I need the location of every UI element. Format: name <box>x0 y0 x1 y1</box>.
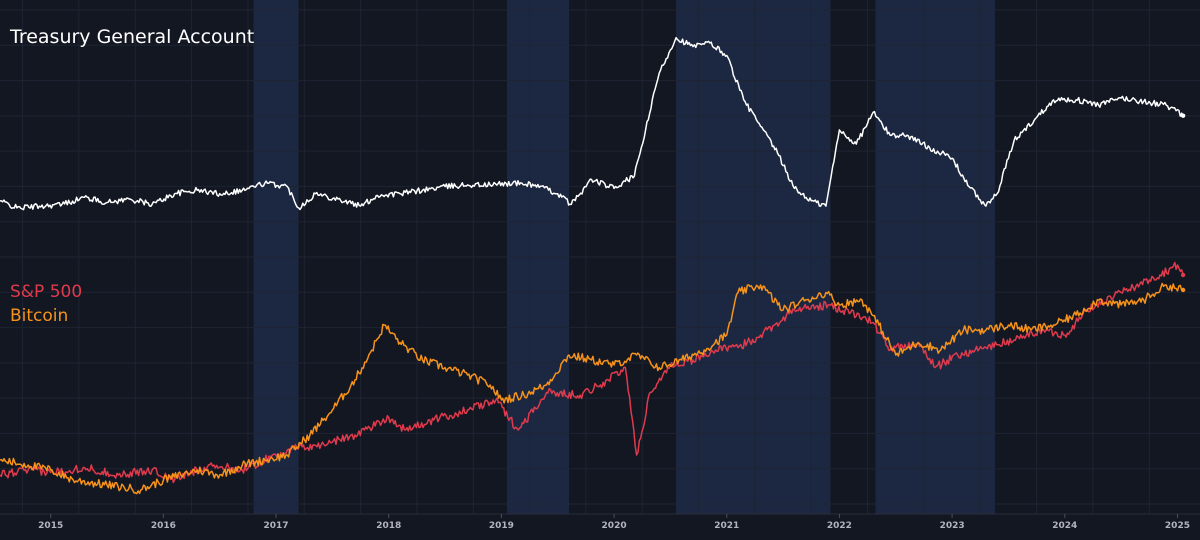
series-end-dot <box>1180 113 1186 118</box>
x-tick-label: 2025 <box>1165 521 1190 531</box>
series-end-dot <box>1180 272 1186 278</box>
x-tick-label: 2021 <box>714 521 739 531</box>
legend-entry-bitcoin: Bitcoin <box>10 306 69 326</box>
x-tick-label: 2016 <box>151 521 176 531</box>
x-tick-label: 2017 <box>264 521 289 531</box>
series-line-treasury-general-account <box>0 36 1184 211</box>
x-axis-band <box>0 514 1200 540</box>
x-axis: 2015 2016 2017 2018 2019 2020 2021 2022 2023 2024… <box>0 513 1200 540</box>
x-tick-label: 2024 <box>1052 521 1077 531</box>
series-lines <box>0 36 1186 495</box>
x-tick-label: 2020 <box>602 521 627 531</box>
x-tick-label: 2022 <box>827 521 852 531</box>
legend: S&P 500 Bitcoin <box>10 280 82 328</box>
x-tick-label: 2015 <box>38 521 63 531</box>
chart-title: Treasury General Account <box>10 26 255 48</box>
x-tick-label: 2023 <box>940 521 965 531</box>
series-end-dot <box>1180 287 1186 293</box>
legend-entry-sp500: S&P 500 <box>10 282 83 302</box>
gridlines <box>0 0 1200 514</box>
series-line-s-p-500 <box>0 261 1184 484</box>
series-line-bitcoin <box>0 282 1184 495</box>
x-tick-label: 2019 <box>489 521 514 531</box>
x-tick-label: 2018 <box>376 521 401 531</box>
